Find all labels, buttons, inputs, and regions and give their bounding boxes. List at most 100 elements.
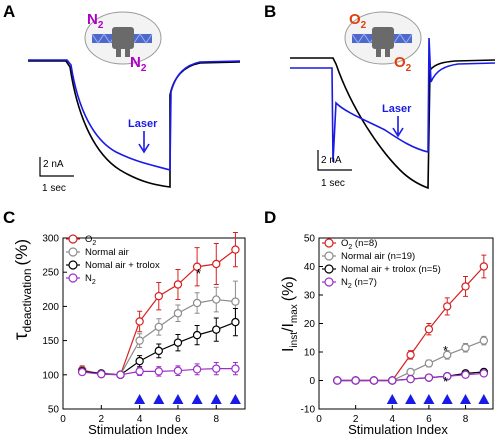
legend-label-o2-d: O2 (n=8) (341, 238, 377, 251)
x-tick-label-d: 0 (316, 414, 322, 425)
stimulus-triangle-c (134, 394, 146, 404)
data-point-n2-c (154, 367, 163, 376)
gas-label-o2-top: O2 (349, 11, 367, 31)
legend-item-o2-d: O2 (n=8) (322, 238, 377, 251)
plot-frame-c (62, 237, 246, 410)
stimulus-triangle-d (423, 394, 435, 404)
data-point-o2-d (406, 350, 415, 360)
gas-label-o2-bottom: O2 (394, 54, 412, 74)
legend-item-normal-air-d: Normal air (n=19) (322, 251, 415, 262)
xlabel-c: Stimulation Index (88, 422, 188, 437)
stimulus-triangle-c (191, 394, 203, 404)
data-point-n2-c (135, 367, 144, 376)
legend-item-n2-c: N2 (66, 273, 96, 286)
y-tick-label-d: 30 (304, 291, 316, 302)
data-point-o2-c (135, 317, 144, 326)
data-point-n2-d (369, 376, 379, 385)
significance-d-2: * (443, 374, 448, 389)
x-tick-label-c: 8 (213, 414, 219, 425)
y-tick-label-d: 0 (309, 376, 315, 387)
laser-arrow-a (138, 131, 150, 154)
y-tick-label-c: 150 (42, 336, 59, 347)
data-point-normal-air-d (424, 359, 434, 368)
xlabel-d: Stimulation Index (348, 422, 448, 437)
data-point-trolox-c (173, 338, 183, 347)
y-tick-label-d: 50 (304, 234, 316, 245)
data-point-normal-air-c (231, 297, 240, 306)
series-group-d (333, 254, 489, 385)
scale-x-b: 1 sec (321, 178, 345, 189)
data-point-n2-c (116, 370, 125, 379)
stimulus-triangle-d (460, 394, 472, 404)
legend-label-normal-air-c: Normal air (85, 247, 129, 258)
data-point-normal-air-c (192, 298, 202, 308)
data-point-o2-d (461, 282, 470, 291)
x-tick-label-c: 0 (60, 414, 66, 425)
axes-c: 0 2 4 6 8 50 100 150 200 250 300 (42, 234, 219, 426)
data-point-n2-d (333, 376, 342, 385)
x-tick-label-c: 6 (175, 414, 181, 425)
data-point-o2-c (173, 280, 183, 289)
scale-y-a: 2 nA (43, 159, 64, 170)
legend-label-normal-air-d: Normal air (n=19) (341, 251, 415, 262)
legend-item-o2-c: O2 (66, 234, 96, 247)
data-point-n2-c (97, 369, 106, 379)
stimulus-triangle-d (441, 394, 453, 404)
stimulus-triangle-c (229, 394, 241, 404)
scale-bar-b (317, 150, 352, 171)
data-point-n2-c (77, 367, 87, 377)
data-point-n2-d (351, 376, 360, 385)
significance-c: * (196, 266, 201, 281)
legend-d: O2 (n=8) Normal air (n=19) Nomal air + t… (322, 238, 441, 290)
y-tick-label-d: -10 (301, 405, 316, 416)
series-group-c (77, 232, 240, 379)
ylabel-c: τdeactivation(%) (11, 239, 34, 340)
data-point-normal-air-c (154, 322, 163, 332)
data-point-trolox-c (231, 317, 240, 327)
panel-label-c: C (3, 208, 15, 227)
data-point-n2-d (461, 370, 470, 379)
stimulus-markers-c (134, 394, 241, 404)
scale-x-a: 1 sec (42, 183, 66, 194)
panel-d: D Iinst/Imax(%) Stimulation Index 0 2 4 6 8 -… (264, 208, 494, 437)
laser-label-b: Laser (382, 103, 412, 115)
data-point-o2-c (192, 262, 202, 271)
x-tick-label-d: 2 (353, 414, 359, 425)
data-point-o2-c (212, 259, 221, 269)
panel-label-a: A (3, 2, 15, 21)
x-tick-label-d: 8 (463, 414, 469, 425)
data-point-normal-air-d (443, 350, 452, 360)
legend-item-n2-d: N2 (n=7) (322, 277, 377, 290)
channel-illustration-b (344, 11, 422, 65)
stimulus-triangle-d (478, 394, 490, 404)
stimulus-triangle-c (172, 394, 184, 404)
data-point-normal-air-c (173, 309, 183, 318)
data-point-o2-d (443, 302, 452, 311)
data-point-n2-c (192, 365, 202, 374)
x-tick-label-c: 4 (137, 414, 143, 425)
stimulus-triangle-c (153, 394, 165, 404)
data-point-normal-air-d (406, 367, 415, 377)
panel-a: A N2 N2 Laser 2 nA 1 sec (3, 2, 241, 194)
panel-c: C τdeactivation(%) Stimulation Index 0 2 4… (3, 208, 246, 437)
y-tick-label-d: 10 (304, 348, 316, 359)
data-point-normal-air-c (212, 295, 221, 304)
legend-item-trolox-c: Nomal air + trolox (66, 260, 160, 271)
series-line-normal-air-c (82, 298, 236, 376)
data-point-n2-d (443, 372, 452, 381)
data-point-o2-d (424, 325, 434, 334)
data-point-n2-c (231, 364, 240, 373)
significance-d-1: * (443, 343, 448, 358)
laser-label-a: Laser (128, 118, 158, 130)
y-tick-label-c: 300 (42, 234, 59, 245)
y-tick-label-c: 250 (42, 268, 59, 279)
data-point-o2-d (479, 262, 489, 271)
legend-label-n2-c: N2 (85, 273, 96, 286)
data-point-n2-d (406, 374, 415, 384)
scale-bar-a (39, 157, 74, 177)
x-tick-label-c: 2 (99, 414, 105, 425)
legend-c: O2 Normal air Nomal air + trolox N2 (66, 234, 160, 286)
y-tick-label-c: 100 (42, 370, 59, 381)
x-tick-label-d: 6 (426, 414, 432, 425)
